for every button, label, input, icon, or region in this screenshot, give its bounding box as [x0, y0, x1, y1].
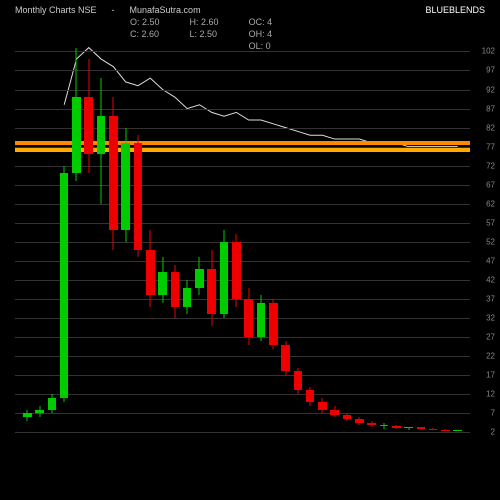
gridline	[15, 413, 470, 414]
y-axis-label: 97	[486, 66, 495, 75]
gridline	[15, 299, 470, 300]
candle	[294, 40, 303, 440]
oh-value: OH: 4	[249, 29, 273, 39]
candle	[318, 40, 327, 440]
gridline	[15, 318, 470, 319]
y-axis-label: 12	[486, 390, 495, 399]
candle	[195, 40, 204, 440]
candle	[109, 40, 118, 440]
candle	[306, 40, 315, 440]
y-axis-label: 22	[486, 352, 495, 361]
candle	[171, 40, 180, 440]
close-value: C: 2.60	[130, 29, 160, 39]
y-axis-label: 37	[486, 295, 495, 304]
candle	[281, 40, 290, 440]
candle	[121, 40, 130, 440]
y-axis-label: 102	[482, 47, 495, 56]
highlight-band	[15, 148, 470, 152]
candle	[48, 40, 57, 440]
gridline	[15, 280, 470, 281]
y-axis-label: 62	[486, 199, 495, 208]
candle	[355, 40, 364, 440]
gridline	[15, 185, 470, 186]
candle	[269, 40, 278, 440]
gridline	[15, 109, 470, 110]
y-axis-label: 52	[486, 237, 495, 246]
gridline	[15, 242, 470, 243]
candle	[392, 40, 401, 440]
candle	[367, 40, 376, 440]
y-axis-label: 32	[486, 314, 495, 323]
candle	[23, 40, 32, 440]
y-axis-label: 57	[486, 218, 495, 227]
candle	[72, 40, 81, 440]
candle	[183, 40, 192, 440]
candle	[343, 40, 352, 440]
candle	[380, 40, 389, 440]
y-axis-label: 72	[486, 161, 495, 170]
candle	[429, 40, 438, 440]
candle	[244, 40, 253, 440]
candle	[404, 40, 413, 440]
gridline	[15, 261, 470, 262]
gridline	[15, 204, 470, 205]
gridline	[15, 375, 470, 376]
chart-title: Monthly Charts NSE	[15, 5, 97, 15]
candle	[97, 40, 106, 440]
candle	[158, 40, 167, 440]
gridline	[15, 51, 470, 52]
open-value: O: 2.50	[130, 17, 160, 27]
y-axis-label: 77	[486, 142, 495, 151]
y-axis-label: 42	[486, 276, 495, 285]
y-axis-label: 82	[486, 123, 495, 132]
y-axis-label: 67	[486, 180, 495, 189]
candle	[330, 40, 339, 440]
candle	[84, 40, 93, 440]
gridline	[15, 223, 470, 224]
gridline	[15, 70, 470, 71]
candle	[441, 40, 450, 440]
y-axis-label: 7	[491, 409, 495, 418]
gridline	[15, 432, 470, 433]
candlestick-chart[interactable]: 2712172227323742475257626772778287929710…	[15, 40, 470, 440]
low-value: L: 2.50	[190, 29, 219, 39]
gridline	[15, 166, 470, 167]
candle	[417, 40, 426, 440]
gridline	[15, 90, 470, 91]
y-axis-label: 92	[486, 85, 495, 94]
highlight-band	[15, 141, 470, 145]
chart-header: Monthly Charts NSE - MunafaSutra.com BLU…	[15, 5, 485, 15]
gridline	[15, 356, 470, 357]
gridline	[15, 128, 470, 129]
y-axis-label: 2	[491, 428, 495, 437]
y-axis-label: 17	[486, 371, 495, 380]
candle	[207, 40, 216, 440]
candle	[35, 40, 44, 440]
candle	[232, 40, 241, 440]
y-axis-label: 27	[486, 333, 495, 342]
candle	[60, 40, 69, 440]
candle	[146, 40, 155, 440]
y-axis-label: 87	[486, 104, 495, 113]
overlay-line	[15, 40, 470, 440]
candle	[453, 40, 462, 440]
gridline	[15, 337, 470, 338]
candle	[257, 40, 266, 440]
chart-source: MunafaSutra.com	[130, 5, 201, 15]
gridline	[15, 394, 470, 395]
oc-value: OC: 4	[249, 17, 273, 27]
ticker-symbol: BLUEBLENDS	[425, 5, 485, 15]
candle	[134, 40, 143, 440]
y-axis-label: 47	[486, 256, 495, 265]
candle	[220, 40, 229, 440]
high-value: H: 2.60	[190, 17, 219, 27]
